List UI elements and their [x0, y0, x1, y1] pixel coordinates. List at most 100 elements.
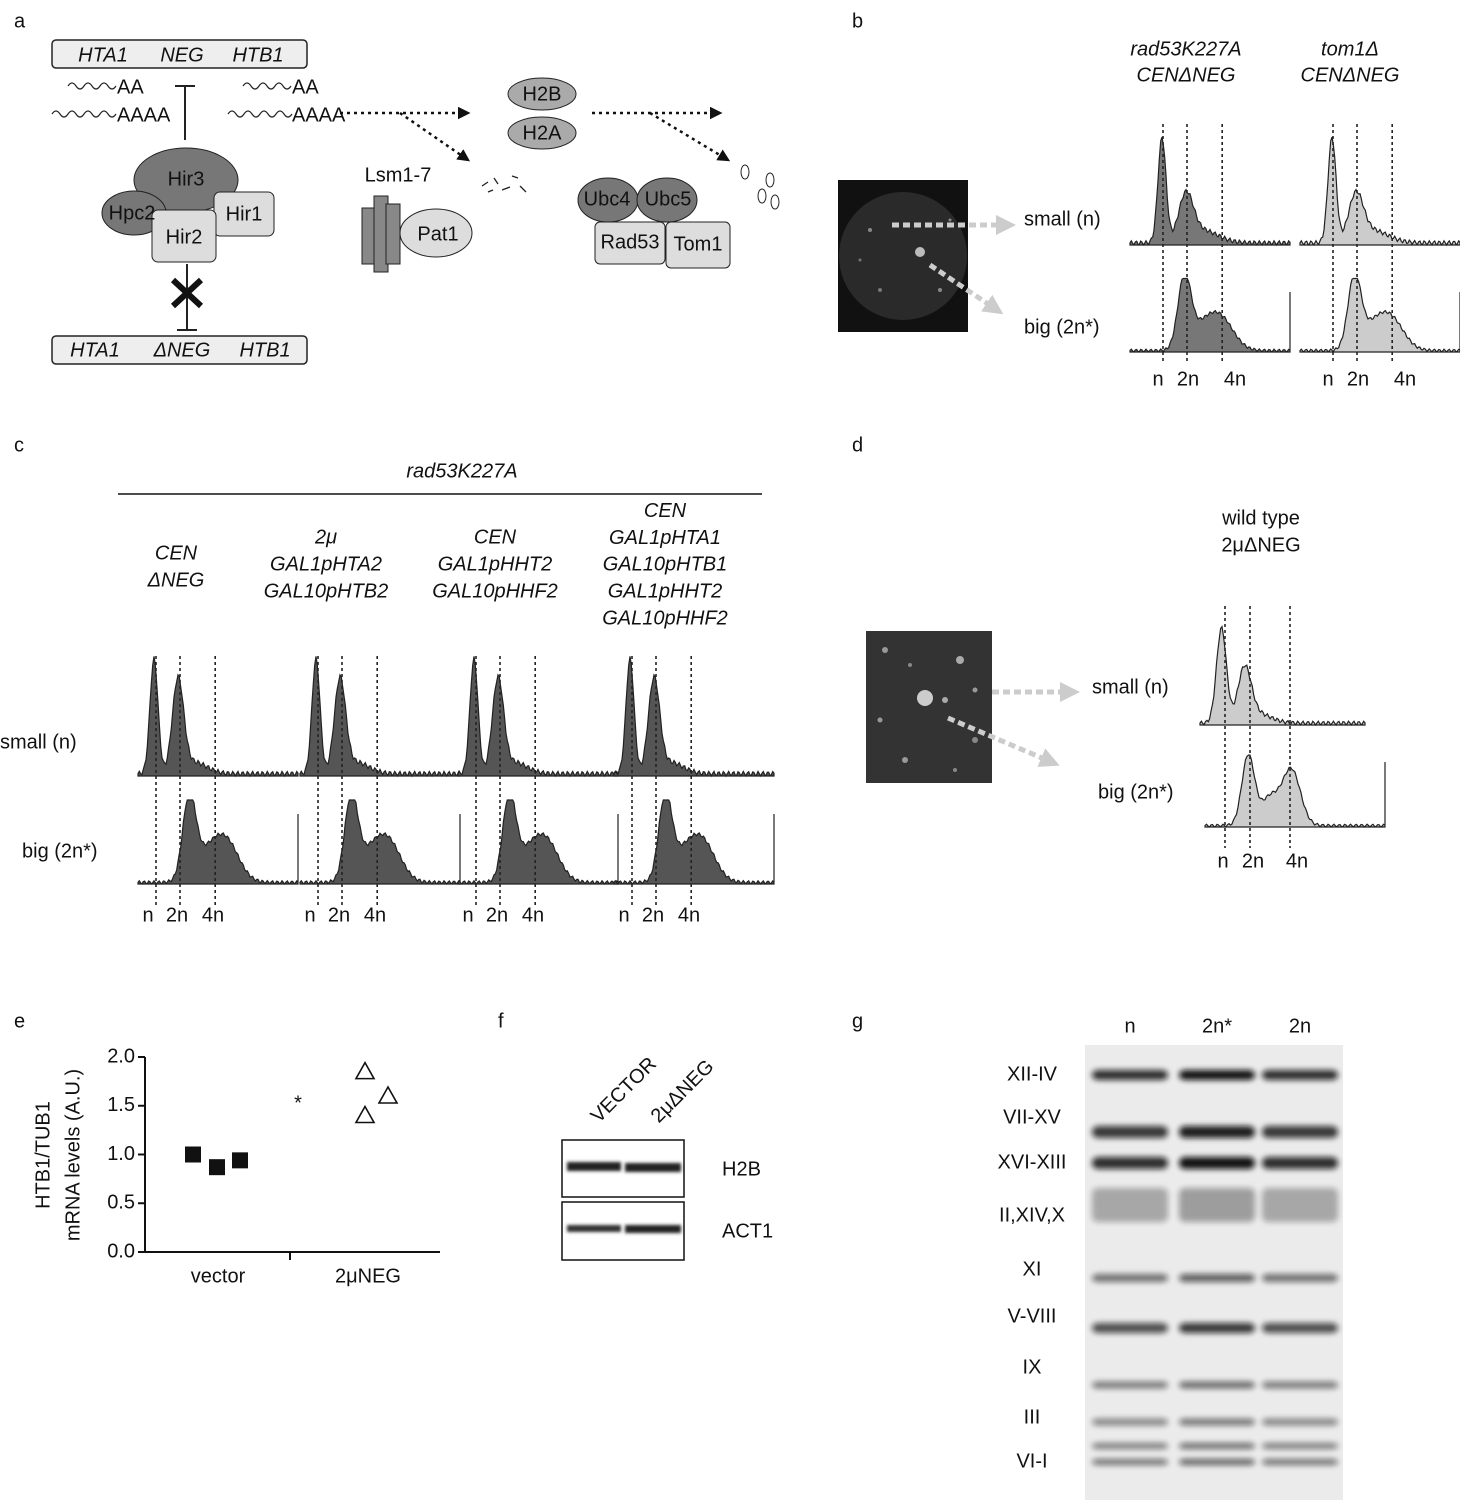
- construct-label: GAL1pHHT2: [438, 553, 553, 575]
- gel-band: [1179, 1459, 1255, 1465]
- chromosome-label: IX: [1023, 1356, 1042, 1378]
- ploidy-label: 2n: [166, 904, 188, 926]
- gene-label: HTA1: [78, 44, 128, 66]
- gel-band: [1179, 1157, 1255, 1169]
- flow-histogram: [1299, 277, 1460, 353]
- panel-letter: g: [852, 1010, 863, 1032]
- construct-label: GAL1pHHT2: [608, 580, 723, 602]
- flow-histogram: [1129, 277, 1291, 353]
- gel-band: [1092, 1188, 1168, 1222]
- flow-histogram: [1129, 136, 1291, 247]
- construct-label: GAL10pHTB2: [264, 580, 389, 602]
- flow-histogram: [299, 656, 461, 778]
- gel-band: [1262, 1418, 1338, 1426]
- panel-a-diagram: [51, 39, 780, 365]
- ploidy-label: 4n: [364, 904, 386, 926]
- y-tick-label: 1.5: [107, 1094, 135, 1116]
- polya-label: AA: [292, 76, 319, 98]
- protein-label: Lsm1-7: [365, 164, 432, 186]
- gel-band: [1179, 1381, 1255, 1389]
- gel-band: [1262, 1381, 1338, 1389]
- western-blot: [561, 1139, 685, 1261]
- ploidy-label: n: [1152, 368, 1163, 390]
- gene-label: HTA1: [70, 339, 120, 361]
- y-axis-label: HTB1/TUB1: [32, 1101, 54, 1209]
- panel-letter: f: [498, 1010, 504, 1032]
- ploidy-label: n: [304, 904, 315, 926]
- data-point: [232, 1152, 248, 1169]
- colony-image-d: [866, 631, 1080, 783]
- ploidy-label: 4n: [678, 904, 700, 926]
- chromosome-label: III: [1024, 1406, 1041, 1428]
- data-point: [354, 1104, 376, 1124]
- construct-label: ΔNEG: [147, 569, 205, 591]
- flow-histogram: [1199, 625, 1366, 727]
- ploidy-label: 2n: [1242, 850, 1264, 872]
- gene-label: NEG: [160, 44, 203, 66]
- protein-label: H2A: [523, 122, 563, 144]
- row-label: small (n): [1024, 208, 1101, 230]
- lane-label: 2n: [1289, 1015, 1311, 1037]
- protein-label: Hir3: [168, 168, 205, 190]
- protein-label: Hir2: [166, 226, 203, 248]
- gel-band: [1262, 1323, 1338, 1333]
- chromosome-label: II,XIV,X: [999, 1204, 1065, 1226]
- gel-band: [1092, 1459, 1168, 1465]
- row-label: small (n): [0, 731, 77, 753]
- flow-histogram: [457, 799, 619, 885]
- lane-label: n: [1124, 1015, 1135, 1037]
- protein-label: Hir1: [226, 203, 263, 225]
- flow-histogram: [137, 656, 299, 778]
- data-point: [377, 1085, 399, 1104]
- strain-label: tom1Δ: [1321, 38, 1379, 60]
- x-tick-label: vector: [191, 1265, 246, 1287]
- gel-band: [1179, 1188, 1255, 1222]
- ploidy-label: 2n: [486, 904, 508, 926]
- ploidy-label: 2n: [328, 904, 350, 926]
- chromosome-label: XI: [1023, 1258, 1042, 1280]
- gel-band: [1262, 1274, 1338, 1282]
- colony-image-b: [838, 180, 1016, 332]
- protein-label: Rad53: [601, 231, 660, 253]
- panel-letter: c: [14, 434, 24, 456]
- gel-band: [1179, 1418, 1255, 1426]
- construct-label: GAL10pHHF2: [602, 607, 728, 629]
- significance-mark: *: [294, 1092, 302, 1114]
- ploidy-label: n: [462, 904, 473, 926]
- ploidy-label: 4n: [522, 904, 544, 926]
- gel-band: [1179, 1070, 1255, 1080]
- ploidy-label: 4n: [1286, 850, 1308, 872]
- chromosome-label: XVI-XIII: [998, 1151, 1067, 1173]
- gel-band: [1179, 1126, 1255, 1138]
- flow-histogram: [137, 799, 299, 885]
- gel-band: [1262, 1188, 1338, 1222]
- row-label: big (2n*): [22, 840, 98, 862]
- construct-label: CEN: [644, 500, 687, 522]
- polya-label: AAAA: [117, 104, 171, 126]
- y-tick-label: 0.0: [107, 1240, 135, 1262]
- gel: [1085, 1045, 1343, 1500]
- construct-label: GAL1pHTA1: [609, 527, 721, 549]
- strain-label: rad53K227A: [1130, 38, 1241, 60]
- chromosome-label: VII-XV: [1003, 1106, 1061, 1128]
- gel-band: [1092, 1157, 1168, 1169]
- panel-letter: d: [852, 434, 863, 456]
- blot-label: ACT1: [722, 1220, 773, 1242]
- protein-label: Pat1: [417, 223, 458, 245]
- panel-letter: e: [14, 1010, 25, 1032]
- row-label: big (2n*): [1098, 781, 1174, 803]
- gel-band: [1092, 1126, 1168, 1138]
- ploidy-label: n: [1217, 850, 1228, 872]
- lane-label: 2n*: [1202, 1015, 1232, 1037]
- row-label: small (n): [1092, 676, 1169, 698]
- flow-histogram: [1299, 136, 1460, 247]
- gel-band: [1262, 1070, 1338, 1080]
- ploidy-label: n: [142, 904, 153, 926]
- strain-label: CENΔNEG: [1137, 64, 1236, 86]
- construct-label: GAL1pHTA2: [270, 553, 382, 575]
- y-tick-label: 2.0: [107, 1045, 135, 1067]
- blot-label: H2B: [722, 1158, 761, 1180]
- gel-band: [1262, 1157, 1338, 1169]
- protein-label: Hpc2: [109, 202, 156, 224]
